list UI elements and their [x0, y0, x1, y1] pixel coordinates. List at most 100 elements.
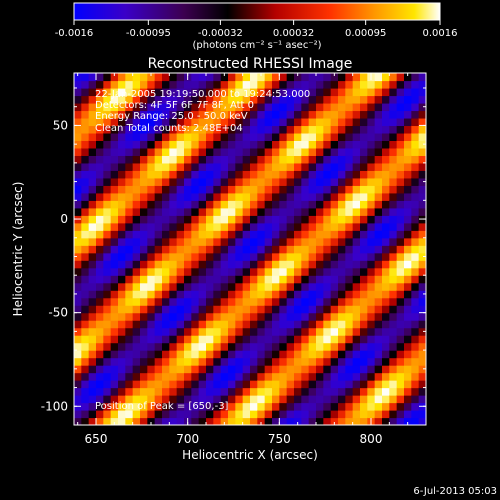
heatmap-cell — [176, 350, 185, 359]
heatmap-cell — [257, 80, 266, 89]
heatmap-cell — [330, 192, 339, 201]
heatmap-cell — [367, 342, 376, 351]
heatmap-cell — [418, 95, 426, 104]
heatmap-cell — [96, 267, 104, 276]
heatmap-cell — [228, 245, 236, 254]
heatmap-cell — [162, 200, 170, 209]
heatmap-cell — [103, 372, 112, 381]
heatmap-cell — [213, 125, 222, 134]
heatmap-cell — [257, 207, 266, 216]
heatmap-cell — [191, 80, 200, 89]
heatmap-cell — [118, 282, 126, 291]
heatmap-cell — [301, 290, 310, 299]
heatmap-cell — [96, 140, 104, 149]
heatmap-cell — [367, 290, 376, 299]
heatmap-cell — [147, 95, 156, 104]
heatmap-cell — [213, 215, 222, 224]
heatmap-cell — [250, 207, 258, 216]
heatmap-cell — [206, 252, 214, 261]
heatmap-cell — [162, 342, 170, 351]
heatmap-cell — [272, 297, 280, 306]
heatmap-cell — [110, 87, 119, 97]
heatmap-cell — [411, 125, 420, 134]
heatmap-cell — [257, 200, 266, 209]
heatmap-cell — [242, 87, 251, 97]
heatmap-cell — [213, 80, 222, 89]
heatmap-cell — [242, 260, 251, 269]
heatmap-cell — [103, 417, 112, 425]
heatmap-cell — [330, 342, 339, 351]
heatmap-cell — [360, 320, 368, 329]
heatmap-cell — [103, 73, 112, 82]
heatmap-cell — [206, 395, 214, 404]
heatmap-cell — [213, 372, 222, 381]
heatmap-cell — [162, 80, 170, 89]
heatmap-cell — [316, 312, 324, 321]
heatmap-cell — [140, 387, 148, 396]
heatmap-cell — [140, 282, 148, 291]
heatmap-cell — [308, 95, 317, 104]
heatmap-cell — [279, 215, 288, 224]
heatmap-cell — [250, 410, 258, 419]
heatmap-cell — [338, 192, 346, 201]
heatmap-cell — [382, 372, 390, 381]
heatmap-cell — [411, 170, 420, 179]
heatmap-cell — [132, 147, 141, 156]
heatmap-cell — [242, 305, 251, 314]
heatmap-cell — [206, 155, 214, 164]
heatmap-cell — [272, 410, 280, 419]
y-tick-label: 50 — [53, 118, 68, 132]
heatmap-cell — [286, 380, 295, 389]
heatmap-cell — [374, 402, 383, 411]
heatmap-cell — [242, 290, 251, 299]
heatmap-cell — [308, 380, 317, 389]
heatmap-cell — [418, 312, 426, 321]
heatmap-cell — [184, 125, 192, 134]
heatmap-cell — [162, 215, 170, 224]
heatmap-cell — [272, 162, 280, 171]
heatmap-cell — [323, 350, 332, 359]
heatmap-cell — [242, 380, 251, 389]
heatmap-cell — [162, 110, 170, 119]
heatmap-cell — [389, 125, 398, 134]
heatmap-cell — [250, 417, 258, 425]
heatmap-cell — [382, 215, 390, 224]
heatmap-cell — [338, 117, 346, 127]
heatmap-cell — [389, 215, 398, 224]
heatmap-cell — [118, 267, 126, 276]
heatmap-cell — [162, 230, 170, 239]
heatmap-cell — [220, 290, 229, 299]
heatmap-cell — [345, 80, 354, 89]
heatmap-cell — [352, 132, 361, 141]
colorbar-tick-label: -0.00032 — [198, 28, 243, 39]
heatmap-cell — [374, 162, 383, 171]
heatmap-cell — [74, 102, 82, 112]
heatmap-cell — [198, 110, 207, 119]
heatmap-cell — [213, 402, 222, 411]
heatmap-cell — [338, 350, 346, 359]
heatmap-cell — [96, 222, 104, 231]
heatmap-cell — [272, 267, 280, 276]
heatmap-cell — [323, 402, 332, 411]
heatmap-cell — [103, 147, 112, 156]
heatmap-cell — [367, 125, 376, 134]
heatmap-cell — [213, 260, 222, 269]
heatmap-cell — [382, 237, 390, 246]
heatmap-cell — [220, 245, 229, 254]
heatmap-cell — [272, 177, 280, 186]
heatmap-cell — [162, 252, 170, 261]
heatmap-cell — [316, 207, 324, 216]
heatmap-cell — [279, 327, 288, 336]
heatmap-cell — [162, 185, 170, 194]
heatmap-cell — [418, 410, 426, 419]
heatmap-cell — [389, 312, 398, 321]
heatmap-cell — [360, 132, 368, 141]
heatmap-cell — [81, 147, 90, 156]
x-tick-label: 650 — [85, 432, 108, 446]
heatmap-cell — [301, 387, 310, 396]
heatmap-cell — [206, 387, 214, 396]
heatmap-cell — [316, 260, 324, 269]
heatmap-cell — [154, 80, 163, 89]
heatmap-cell — [162, 147, 170, 156]
heatmap-cell — [169, 102, 178, 112]
